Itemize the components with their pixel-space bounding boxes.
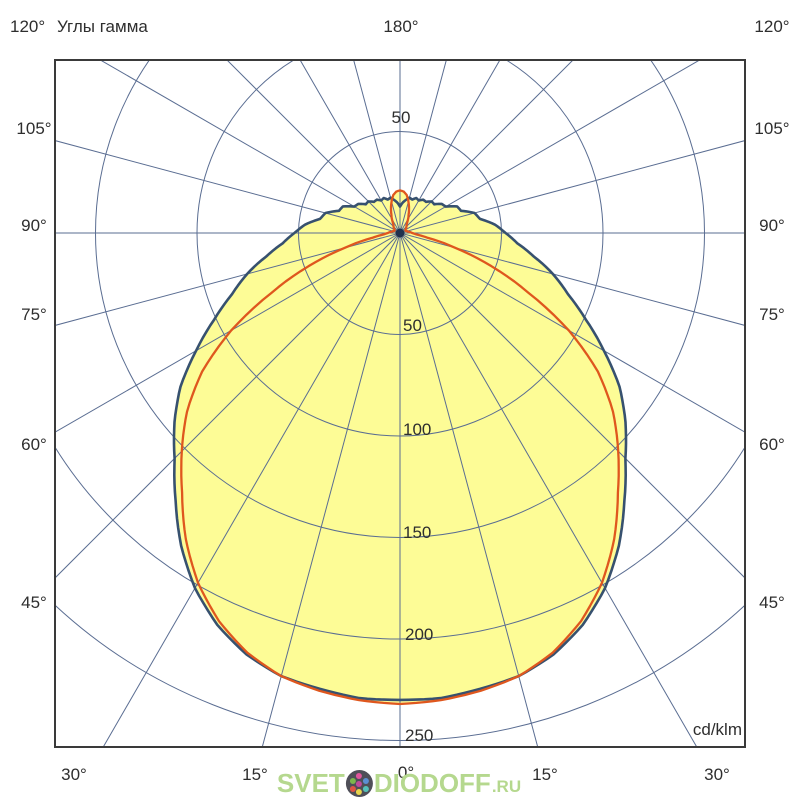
gamma-label-180-top: 180° xyxy=(383,17,419,36)
radial-tick-50-upper: 50 xyxy=(391,108,411,127)
gamma-label-bottom-0: 0° xyxy=(397,763,415,782)
radial-grid-circle-150 xyxy=(95,60,705,538)
radial-tick-150: 150 xyxy=(403,523,432,542)
gamma-label-120-top-right: 120° xyxy=(754,17,790,36)
ldc-curves xyxy=(172,189,628,706)
radial-tick-250: 250 xyxy=(405,726,434,745)
gamma-label-bottom-30L: 30° xyxy=(61,765,87,784)
radial-grid-circle-250 xyxy=(55,604,745,741)
gamma-label-left-90: 90° xyxy=(21,216,47,235)
red-ldc-curve xyxy=(180,189,620,706)
watermark-logo-icon xyxy=(345,770,373,797)
radial-grid-circle-50 xyxy=(298,131,502,335)
radial-tick-100: 100 xyxy=(403,420,432,439)
gamma-label-right-90: 90° xyxy=(759,216,785,235)
chart-frame xyxy=(54,59,746,748)
gamma-label-bottom-15L: 15° xyxy=(242,765,268,784)
gamma-label-right-45: 45° xyxy=(759,593,785,612)
gamma-label-left-75: 75° xyxy=(21,305,47,324)
gamma-label-left-105: 105° xyxy=(16,119,52,138)
watermark: SVET DIODOFF .RU xyxy=(277,768,521,799)
gamma-label-right-75: 75° xyxy=(759,305,785,324)
gamma-label-right-60: 60° xyxy=(759,435,785,454)
gamma-label-bottom-15R: 15° xyxy=(532,765,558,784)
polar-center-dot xyxy=(395,228,405,238)
radial-tick-200: 200 xyxy=(405,625,434,644)
watermark-middle: DIODOFF xyxy=(373,768,491,798)
gamma-label-left-60: 60° xyxy=(21,435,47,454)
watermark-prefix: SVET xyxy=(276,768,345,798)
unit-label: cd/klm xyxy=(692,720,742,739)
radial-grid-circle-100 xyxy=(196,60,604,437)
radial-tick-50: 50 xyxy=(403,316,422,335)
radial-grid-circle-200 xyxy=(55,445,745,640)
chart-title: Углы гамма xyxy=(57,17,148,36)
gamma-label-right-105: 105° xyxy=(754,119,790,138)
gamma-label-bottom-30R: 30° xyxy=(704,765,730,784)
blue-ldc-curve xyxy=(172,196,628,702)
gamma-label-120-top-left: 120° xyxy=(10,17,46,36)
gamma-label-left-45: 45° xyxy=(21,593,47,612)
watermark-suffix: .RU xyxy=(491,777,522,796)
